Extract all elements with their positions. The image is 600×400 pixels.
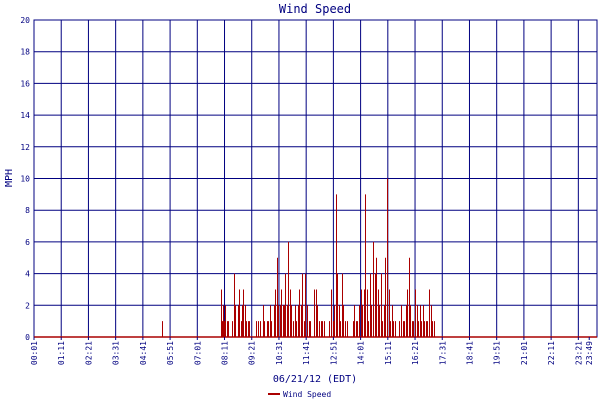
x-tick-label: 08:11 (221, 341, 230, 365)
y-tick-label: 14 (20, 111, 30, 120)
y-tick-label: 20 (20, 16, 30, 25)
x-tick-label: 01:11 (57, 341, 66, 365)
x-tick-label: 10:31 (275, 341, 284, 365)
y-tick-label: 12 (20, 143, 30, 152)
y-tick-label: 10 (20, 175, 30, 184)
x-tick-label: 04:41 (139, 341, 148, 365)
y-tick-label: 8 (25, 206, 30, 215)
legend-label: Wind Speed (283, 390, 331, 399)
x-tick-label: 16:21 (411, 341, 420, 365)
x-tick-label: 17:31 (438, 341, 447, 365)
x-tick-label: 14:01 (357, 341, 366, 365)
x-tick-label: 07:01 (193, 341, 202, 365)
x-tick-label: 03:31 (112, 341, 121, 365)
y-tick-label: 0 (25, 333, 30, 342)
x-tick-label: 22:11 (547, 341, 556, 365)
x-tick-label: 23:49 (585, 341, 594, 365)
x-tick-label: 18:41 (465, 341, 474, 365)
x-tick-label: 19:51 (493, 341, 502, 365)
y-axis-ticks: 0 2 4 6 8 10 12 14 16 18 20 (20, 16, 30, 342)
y-tick-label: 18 (20, 48, 30, 57)
x-tick-label: 00:01 (30, 341, 39, 365)
chart-title: Wind Speed (279, 2, 351, 16)
x-axis-label: 06/21/12 (EDT) (273, 374, 357, 385)
x-tick-label: 11:41 (302, 341, 311, 365)
y-tick-label: 6 (25, 238, 30, 247)
data-series-wind-speed (34, 178, 597, 338)
legend: Wind Speed (268, 390, 331, 399)
x-tick-label: 12:51 (329, 341, 338, 365)
x-tick-label: 21:01 (520, 341, 529, 365)
x-tick-label: 15:11 (384, 341, 393, 365)
y-tick-label: 2 (25, 301, 30, 310)
y-tick-label: 16 (20, 79, 30, 88)
x-axis-ticks: 00:01 01:11 02:21 03:31 04:41 05:51 07:01 08:11… (30, 337, 594, 365)
y-tick-label: 4 (25, 270, 30, 279)
x-tick-label: 23:21 (574, 341, 583, 365)
grid-lines (34, 20, 597, 337)
x-tick-label: 09:21 (248, 341, 257, 365)
x-tick-label: 02:21 (84, 341, 93, 365)
x-tick-label: 05:51 (166, 341, 175, 365)
y-axis-label: MPH (4, 169, 15, 187)
